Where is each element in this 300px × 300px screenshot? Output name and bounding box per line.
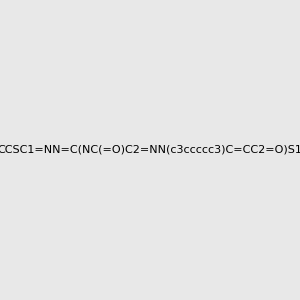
Text: CCSC1=NN=C(NC(=O)C2=NN(c3ccccc3)C=CC2=O)S1: CCSC1=NN=C(NC(=O)C2=NN(c3ccccc3)C=CC2=O)… (0, 145, 300, 155)
